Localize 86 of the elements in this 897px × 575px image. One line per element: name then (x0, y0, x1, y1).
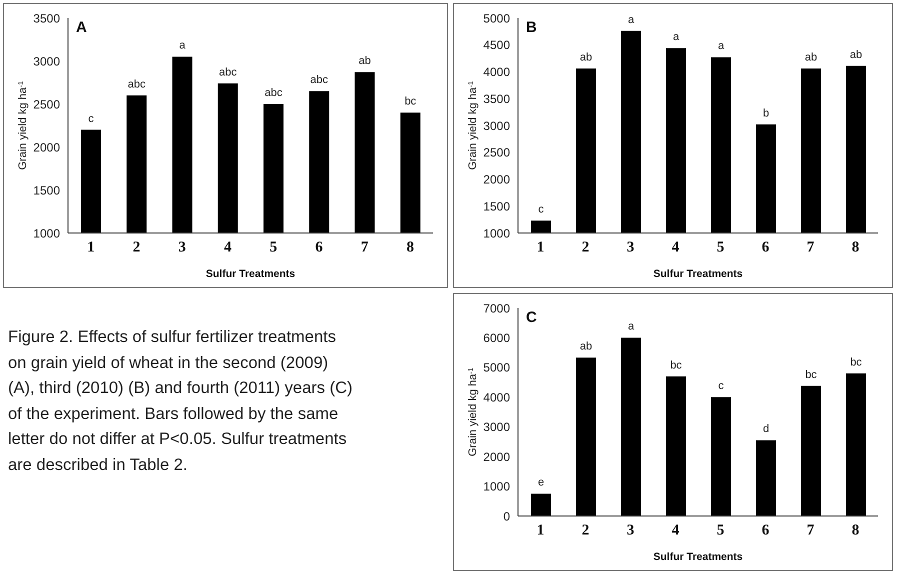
y-tick-label: 4000 (483, 65, 510, 80)
y-tick-label: 2000 (483, 172, 510, 187)
x-tick-label: 2 (582, 240, 590, 256)
x-tick-label: 5 (716, 240, 724, 256)
data-label: e (538, 476, 544, 489)
chart-title: A (76, 19, 87, 36)
x-axis-title: Sulfur Treatments (206, 268, 296, 280)
y-tick-label: 5000 (483, 11, 510, 26)
y-tick-label: 5000 (483, 360, 510, 375)
y-tick-label: 4000 (483, 390, 510, 404)
data-label: c (538, 204, 544, 216)
data-label: ab (850, 48, 862, 61)
x-tick-label: 5 (270, 240, 278, 256)
x-tick-label: 4 (672, 522, 680, 539)
x-tick-label: 7 (806, 240, 815, 256)
data-label: bc (850, 356, 862, 368)
x-axis-title: Sulfur Treatments (653, 268, 743, 280)
data-label: abc (310, 74, 328, 86)
bar (756, 440, 776, 516)
x-tick-label: 1 (536, 522, 544, 539)
caption: Figure 2. Effects of sulfur fertilizer treatments on grain yield of wheat in the second (2009) (A), third (2010) (B) and fourth (2011) years (C) of the experiment. Bars followed by the same letter do not differ at P<0.05. Sulfur treatments are described in Table 2. (8, 327, 353, 476)
bar (846, 373, 866, 516)
y-tick-label: 4500 (483, 38, 510, 52)
data-label: a (628, 320, 635, 333)
data-label: c (718, 380, 724, 392)
data-label: b (762, 107, 770, 120)
data-label: ab (580, 340, 592, 353)
data-label: abc (264, 87, 283, 99)
y-tick-label: 2500 (483, 146, 510, 160)
data-label: c (88, 112, 94, 125)
data-label: d (762, 423, 770, 436)
y-tick-label: 3000 (33, 54, 60, 68)
y-tick-label: 1000 (33, 226, 60, 240)
x-tick-label: 7 (360, 240, 369, 256)
data-label: a (672, 31, 680, 44)
x-axis-title: Sulfur Treatments (653, 551, 743, 563)
data-label: abc (219, 66, 238, 78)
data-label: bc (805, 368, 818, 381)
x-tick-label: 1 (87, 240, 95, 256)
x-tick-label: 8 (852, 522, 860, 539)
y-tick-label: 3500 (33, 11, 60, 26)
data-label: a (179, 40, 186, 52)
x-tick-label: 3 (626, 522, 634, 539)
x-tick-label: 3 (178, 240, 186, 256)
x-tick-label: 4 (224, 240, 232, 256)
y-tick-label: 7000 (483, 301, 510, 316)
y-tick-label: 1500 (483, 199, 510, 214)
data-label: bc (670, 359, 682, 372)
x-tick-label: 8 (406, 240, 414, 256)
bar (801, 386, 821, 516)
x-tick-label: 6 (762, 522, 770, 539)
chart-title: C (526, 309, 537, 326)
data-label: abc (128, 78, 146, 90)
y-tick-label: 3000 (483, 420, 510, 434)
x-tick-label: 5 (716, 522, 724, 539)
data-label: ab (358, 55, 371, 68)
y-tick-label: 0 (503, 509, 510, 524)
y-tick-label: 3500 (483, 92, 510, 106)
y-tick-label: 2000 (483, 450, 510, 464)
x-tick-label: 1 (536, 240, 544, 256)
y-tick-label: 1500 (33, 183, 60, 198)
y-tick-label: 3000 (483, 118, 510, 133)
y-tick-label: 2500 (33, 97, 60, 112)
data-label: a (628, 14, 635, 26)
bar (711, 397, 731, 516)
x-tick-label: 7 (806, 522, 815, 539)
bar (666, 376, 686, 516)
data-label: a (718, 40, 725, 52)
x-tick-label: 2 (132, 240, 140, 256)
y-tick-label: 6000 (483, 330, 510, 345)
bar (576, 358, 596, 516)
data-label: ab (580, 52, 592, 64)
data-label: bc (404, 96, 417, 108)
x-tick-label: 6 (315, 240, 324, 256)
x-tick-label: 4 (672, 240, 680, 256)
data-label: ab (804, 52, 818, 64)
y-tick-label: 1000 (483, 480, 510, 494)
x-tick-label: 3 (626, 240, 634, 256)
chart-title: B (526, 19, 537, 36)
y-tick-label: 1000 (483, 226, 510, 240)
x-tick-label: 6 (762, 240, 770, 256)
y-tick-label: 2000 (33, 140, 60, 154)
x-tick-label: 8 (852, 240, 860, 256)
x-tick-label: 2 (582, 522, 590, 539)
bar (621, 338, 641, 516)
bar (531, 494, 551, 516)
